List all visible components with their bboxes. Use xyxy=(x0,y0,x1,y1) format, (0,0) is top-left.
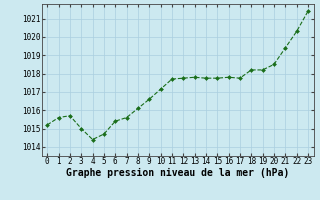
X-axis label: Graphe pression niveau de la mer (hPa): Graphe pression niveau de la mer (hPa) xyxy=(66,168,289,178)
